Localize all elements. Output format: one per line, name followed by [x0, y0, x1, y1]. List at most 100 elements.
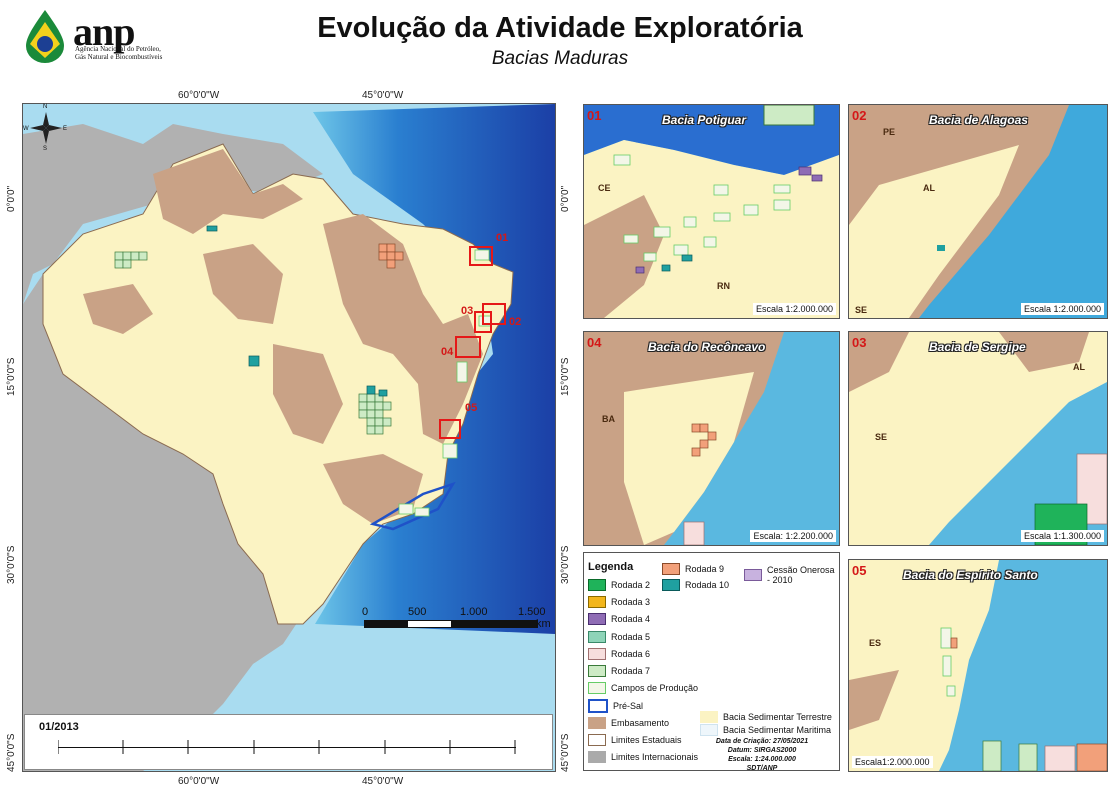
- compass-e: E: [63, 126, 68, 132]
- legend-swatch-bacia-maritima: [700, 724, 718, 736]
- legend-item-limites-estaduais: Limites Estaduais: [588, 733, 682, 746]
- inset-02-label-al: AL: [923, 183, 935, 193]
- legend-item-cessao: Cessão Onerosa - 2010: [744, 565, 836, 585]
- legend-swatch-pr-sal: [588, 699, 608, 714]
- inset-03-scale: Escala 1:1.300.000: [1020, 530, 1104, 542]
- legend-swatch-cessao: [744, 569, 762, 581]
- lon-label-bottom-45: 45°0'0"W: [362, 776, 404, 787]
- legend-item-rodada-10: Rodada 10: [662, 579, 729, 591]
- legend-item-rodada-5: Rodada 5: [588, 630, 650, 643]
- legend-swatch-rodada-7: [588, 665, 606, 677]
- inset-01-number: 01: [587, 108, 602, 123]
- lat-label-right-30: 30°0'0"S: [560, 545, 571, 584]
- legend-swatch-rodada-10: [662, 579, 680, 591]
- inset-locator-boxes: [439, 246, 506, 439]
- inset-05-number: 05: [852, 563, 867, 578]
- lon-label-bottom-60: 60°0'0"W: [178, 776, 220, 787]
- legend-swatch-limites-internacionais: [588, 751, 606, 763]
- inset-04-title: Bacia do Recôncavo: [648, 340, 766, 354]
- inset-02-number: 02: [852, 108, 867, 123]
- inset-01-title: Bacia Potiguar: [662, 113, 747, 127]
- legend-swatch-rodada-5: [588, 630, 606, 643]
- legend-swatch-rodada-6: [588, 647, 606, 660]
- legend-item-embasamento: Embasamento: [588, 716, 669, 729]
- legend-item-bacia-terrestre: Bacia Sedimentar Terrestre: [700, 711, 832, 723]
- inset-05-scale: Escala1:2.000.000: [852, 756, 933, 768]
- inset-01-scale: Escala 1:2.000.000: [752, 303, 836, 315]
- inset-02-alagoas[interactable]: 02 Bacia de Alagoas PE AL SE Escala 1:2.…: [848, 104, 1108, 319]
- legend-item-rodada-3: Rodada 3: [588, 596, 650, 609]
- legend-item-pr-sal: Pré-Sal: [588, 699, 643, 714]
- legend-swatch-embasamento: [588, 716, 606, 729]
- legend-metadata: Data de Criação: 27/05/2021 Datum: SIRGA…: [715, 738, 809, 772]
- lat-label-left-30: 30°0'0"S: [6, 545, 17, 584]
- inset-04-scale: Escala: 1:2.200.000: [750, 530, 836, 542]
- compass-w: W: [23, 126, 29, 132]
- inset-01-label-ce: CE: [598, 183, 611, 193]
- main-map[interactable]: [22, 103, 556, 772]
- neighbor-countries-south: [23, 274, 303, 771]
- legend-swatch-rodada-4: [588, 613, 606, 626]
- page-title: Evolução da Atividade Exploratória: [317, 12, 803, 44]
- inset-03-sergipe[interactable]: 03 Bacia de Sergipe SE AL Escala 1:1.300…: [848, 331, 1108, 546]
- inset-02-scale: Escala 1:2.000.000: [1020, 303, 1104, 315]
- legend-swatch-rodada-2: [588, 579, 606, 591]
- locator-label-05: 05: [465, 402, 478, 414]
- inset-03-number: 03: [852, 335, 867, 350]
- scalebar: [364, 620, 538, 628]
- legend-box: Legenda Rodada 2 Rodada 3 Rodada 4 Rodada 5…: [583, 552, 840, 772]
- scalebar-tick-1000: 1.000: [460, 606, 488, 618]
- legend-title: Legenda: [588, 561, 634, 573]
- lat-label-left-0: 0°0'0": [6, 185, 17, 212]
- lon-label-top-45: 45°0'0"W: [362, 90, 404, 101]
- inset-01-potiguar[interactable]: 01 Bacia Potiguar CE RN Escala 1:2.000.0…: [583, 104, 840, 319]
- lon-label-top-60: 60°0'0"W: [178, 90, 220, 101]
- scalebar-tick-500: 500: [408, 606, 427, 618]
- compass-s: S: [43, 146, 48, 152]
- legend-item-limites-internacionais: Limites Internacionais: [588, 751, 698, 763]
- lat-label-left-45: 45°0'0"S: [6, 733, 17, 772]
- embasamento-southeast: [323, 454, 423, 524]
- locator-label-03: 03: [461, 305, 474, 317]
- legend-item-bacia-maritima: Bacia Sedimentar Maritima: [700, 724, 831, 736]
- inset-03-title: Bacia de Sergipe: [929, 340, 1026, 354]
- compass-rose-icon: [26, 108, 66, 148]
- legend-item-rodada-9: Rodada 9: [662, 563, 724, 575]
- legend-item-rodada-4: Rodada 4: [588, 613, 650, 626]
- inset-02-label-pe: PE: [883, 127, 896, 137]
- locator-label-04: 04: [441, 346, 454, 358]
- anp-logo: [22, 8, 162, 70]
- legend-item-rodada-7: Rodada 7: [588, 665, 650, 677]
- scalebar-unit: km: [536, 618, 551, 630]
- logo-subtitle: Agência Nacional do Petróleo, Gás Natura…: [75, 45, 163, 61]
- inset-04-reconcavo[interactable]: 04 Bacia do Recôncavo BA Escala: 1:2.200…: [583, 331, 840, 546]
- legend-item-rodada-6: Rodada 6: [588, 647, 650, 660]
- rodada-7-blocks: [114, 251, 392, 435]
- legend-swatch-campos-de-produ-o: [588, 682, 606, 695]
- rodada-9-blocks: [378, 243, 404, 269]
- deep-ocean: [313, 104, 555, 634]
- embasamento-central: [273, 344, 343, 444]
- logo-wordmark: anp: [73, 9, 135, 54]
- inset-01-label-rn: RN: [717, 281, 730, 291]
- production-fields: [398, 249, 492, 517]
- inset-05-espirito-santo[interactable]: 05 Bacia do Espírito Santo ES Escala1:2.…: [848, 559, 1108, 772]
- timeline-axis: [58, 740, 516, 760]
- inset-04-number: 04: [587, 335, 602, 350]
- inset-02-label-se: SE: [855, 305, 868, 315]
- rodada-10-blocks: [206, 225, 388, 397]
- legend-swatch-rodada-3: [588, 596, 606, 609]
- timeline-box: 01/2013: [24, 714, 553, 770]
- embasamento-northeast: [323, 214, 483, 444]
- brazil-flag-drop-icon: [26, 10, 64, 63]
- lat-label-right-15: 15°0'0"S: [560, 357, 571, 396]
- scalebar-tick-0: 0: [362, 606, 369, 618]
- compass-n: N: [43, 104, 48, 110]
- inset-04-label-ba: BA: [602, 414, 615, 424]
- embasamento-central-west: [203, 244, 283, 324]
- lat-label-right-45: 45°0'0"S: [560, 733, 571, 772]
- legend-item-campos-de-produ-o: Campos de Produção: [588, 682, 698, 695]
- inset-03-label-al: AL: [1073, 362, 1085, 372]
- timeline-label: 01/2013: [39, 721, 79, 733]
- inset-05-label-es: ES: [869, 638, 882, 648]
